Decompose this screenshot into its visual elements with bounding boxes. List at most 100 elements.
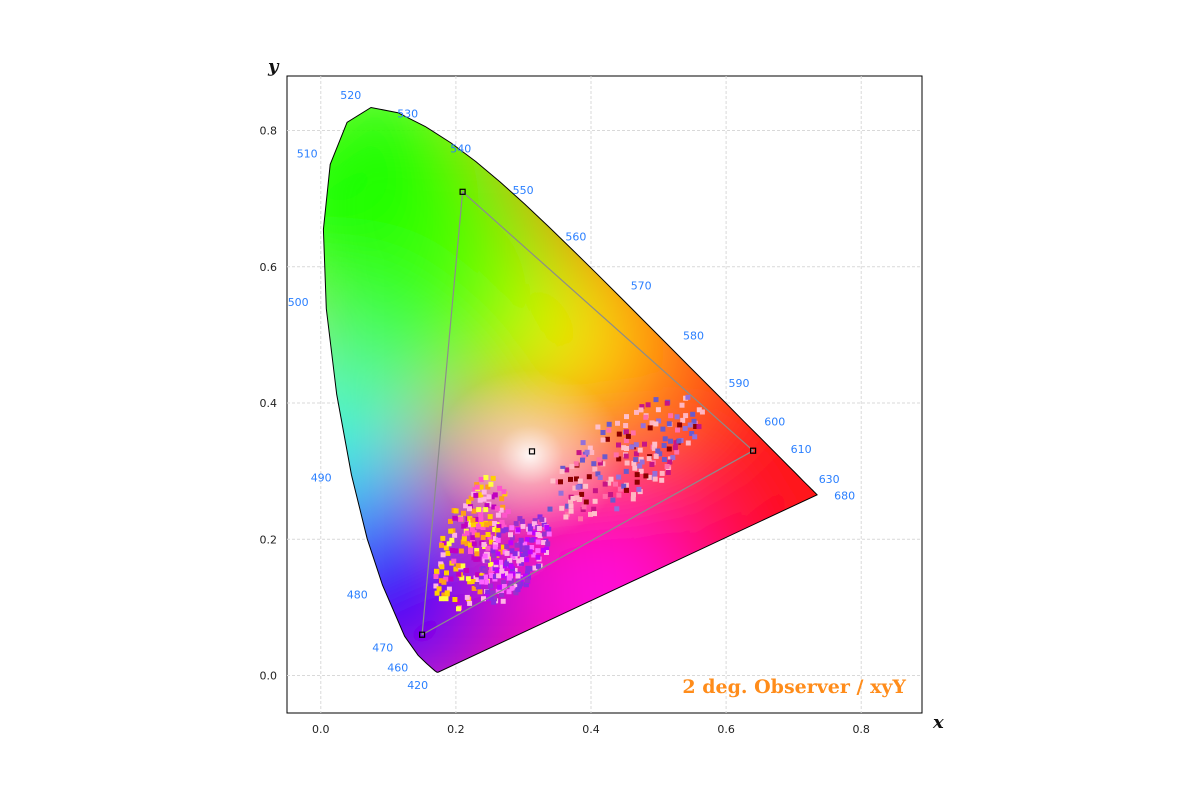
sample-point [639, 459, 645, 465]
sample-point [568, 508, 574, 514]
sample-point [434, 568, 439, 574]
sample-point [525, 537, 531, 543]
sample-point [613, 481, 618, 487]
sample-point [509, 535, 515, 541]
sample-point [596, 457, 602, 463]
sample-point [659, 470, 665, 476]
sample-point [575, 484, 581, 490]
sample-point [625, 433, 631, 439]
sample-point [544, 550, 549, 555]
sample-point [499, 592, 505, 598]
sample-point [516, 558, 522, 564]
sample-point [504, 544, 510, 549]
sample-point [461, 523, 467, 529]
sample-point [664, 464, 670, 469]
wavelength-label: 550 [513, 184, 534, 197]
sample-point [638, 456, 644, 462]
sample-point [623, 438, 629, 444]
sample-point [535, 532, 541, 537]
sample-point [449, 537, 455, 543]
sample-point [475, 572, 481, 578]
white-point-marker [528, 448, 536, 455]
sample-point [652, 476, 658, 482]
sample-point [693, 424, 699, 429]
sample-point [438, 561, 444, 567]
sample-point [470, 579, 476, 584]
sample-point [535, 554, 541, 560]
sample-point [638, 468, 644, 474]
sample-point [497, 485, 503, 491]
sample-point [539, 517, 545, 522]
gamut-vertex [749, 447, 757, 454]
sample-point [617, 486, 623, 492]
sample-point [682, 425, 688, 431]
sample-point [643, 414, 649, 420]
sample-point [489, 494, 495, 500]
sample-point [500, 504, 506, 510]
sample-point [474, 548, 480, 553]
sample-point [440, 535, 446, 541]
sample-point [597, 460, 603, 466]
sample-point [591, 506, 597, 512]
sample-point [653, 397, 659, 403]
sample-point [464, 594, 470, 600]
sample-point [577, 478, 583, 484]
sample-point [499, 568, 505, 574]
sample-point [640, 423, 646, 429]
sample-point [441, 592, 447, 598]
sample-point [672, 445, 678, 451]
sample-point [685, 394, 691, 400]
sample-point [580, 507, 586, 512]
sample-point [487, 534, 493, 540]
sample-point [470, 535, 476, 541]
sample-point [490, 548, 496, 554]
sample-point [616, 456, 622, 462]
sample-point [646, 456, 652, 462]
sample-point [616, 431, 622, 437]
sample-point [679, 402, 685, 408]
wavelength-label: 600 [764, 416, 785, 429]
sample-point [496, 524, 502, 530]
sample-point [588, 511, 593, 517]
sample-point [529, 545, 535, 550]
sample-point [488, 481, 494, 487]
y-tick-label: 0.2 [260, 533, 278, 546]
sample-point [495, 551, 501, 557]
wavelength-label: 480 [347, 589, 368, 602]
sample-point [647, 425, 653, 431]
sample-point [487, 514, 493, 520]
sample-point [476, 507, 482, 513]
sample-point [666, 421, 672, 427]
sample-point [481, 542, 487, 547]
sample-point [468, 549, 473, 554]
sample-point [466, 499, 472, 505]
sample-point [440, 552, 446, 558]
sample-point [668, 413, 674, 419]
sample-point [572, 485, 578, 491]
sample-point [631, 492, 636, 498]
sample-point [475, 578, 481, 584]
sample-point [600, 437, 606, 443]
sample-point [473, 492, 479, 498]
sample-point [661, 443, 667, 448]
sample-point [519, 557, 525, 563]
sample-point [634, 472, 640, 478]
x-tick-label: 0.2 [447, 723, 465, 736]
sample-point [475, 524, 481, 530]
sample-point [576, 450, 582, 456]
sample-point [436, 586, 442, 592]
gamut-vertex [419, 631, 426, 638]
sample-point [550, 478, 556, 484]
sample-point [661, 457, 667, 462]
sample-point [643, 473, 649, 479]
sample-point [513, 590, 519, 596]
sample-point [573, 461, 579, 467]
sample-point [639, 404, 645, 410]
sample-point [468, 542, 473, 548]
sample-point [580, 457, 585, 463]
sample-point [486, 494, 492, 500]
wavelength-labels: 420 460 470 480 490 500 510 520 530 540 550 560 570 5… [288, 89, 855, 692]
sample-point [667, 459, 673, 465]
sample-point [646, 474, 652, 480]
sample-point [655, 407, 661, 413]
